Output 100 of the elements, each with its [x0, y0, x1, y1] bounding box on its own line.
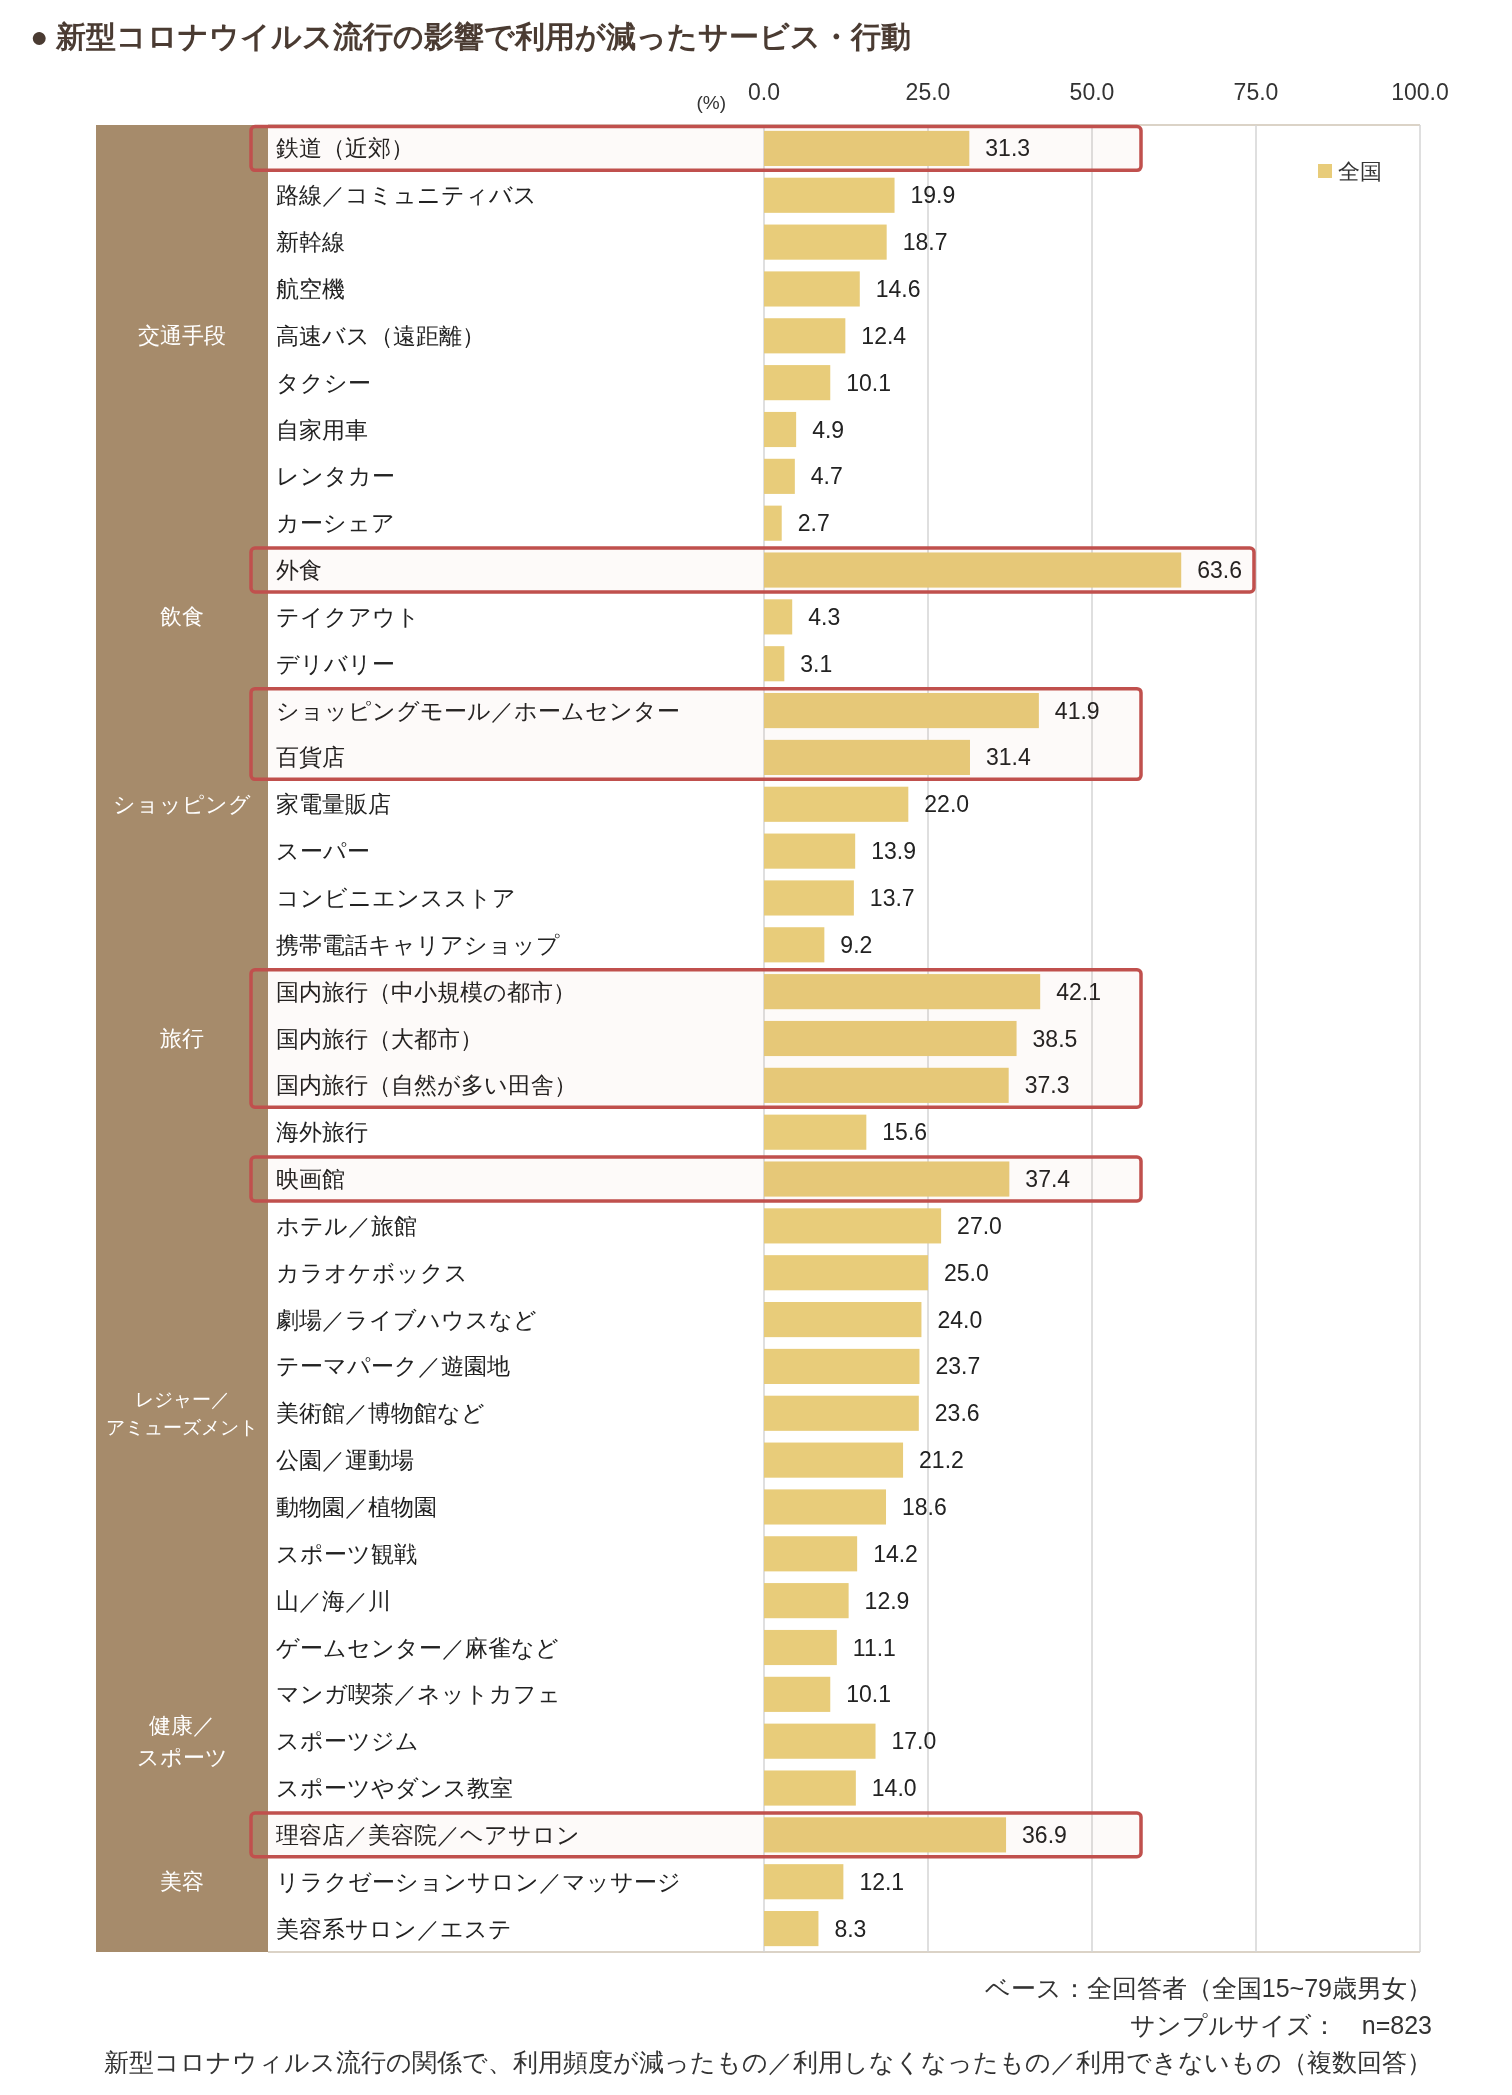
- data-label: 10.1: [846, 1681, 892, 1708]
- bar: [764, 177, 895, 213]
- y-tick-label: 新幹線: [276, 229, 345, 256]
- bar: [764, 1442, 904, 1478]
- bar: [764, 224, 887, 260]
- data-label: 37.3: [1024, 1072, 1070, 1099]
- bar: [764, 318, 846, 354]
- bar: [764, 1583, 849, 1619]
- data-label: 37.4: [1025, 1166, 1071, 1193]
- y-tick-label: スポーツ観戦: [276, 1540, 417, 1567]
- data-label: 14.6: [875, 275, 921, 302]
- bar: [764, 1536, 858, 1572]
- bar: [764, 1770, 856, 1806]
- data-label: 36.9: [1022, 1821, 1067, 1848]
- y-tick-label: テーマパーク／遊園地: [276, 1353, 510, 1380]
- x-tick-label: 100.0: [1391, 79, 1449, 105]
- y-tick-label: 映画館: [276, 1166, 345, 1193]
- data-label: 21.2: [919, 1447, 964, 1474]
- y-tick-label: 国内旅行（自然が多い田舎）: [276, 1072, 577, 1099]
- bar: [764, 1114, 867, 1150]
- y-tick-label: ゲームセンター／麻雀など: [276, 1634, 559, 1661]
- bar: [764, 786, 909, 822]
- y-tick-label: ショッピングモール／ホームセンター: [276, 697, 680, 724]
- bar: [764, 739, 970, 775]
- y-tick-label: 路線／コミュニティバス: [276, 182, 537, 209]
- y-tick-label: 公園／運動場: [276, 1447, 414, 1474]
- bar: [764, 974, 1041, 1010]
- y-tick-label: 国内旅行（中小規模の都市）: [276, 978, 576, 1005]
- y-tick-label: 携帯電話キャリアショップ: [276, 931, 560, 958]
- text: サンプルサイズ： n=823: [1129, 2011, 1432, 2039]
- bar: [764, 1302, 922, 1338]
- data-label: 14.0: [871, 1775, 917, 1802]
- bar: [764, 1255, 928, 1291]
- y-tick-label: 自家用車: [276, 416, 368, 443]
- data-label: 4.7: [810, 463, 843, 490]
- data-label: 4.3: [808, 603, 841, 630]
- y-tick-label: 山／海／川: [276, 1587, 391, 1614]
- data-label: 12.1: [859, 1868, 905, 1895]
- y-tick-label: レンタカー: [276, 463, 395, 490]
- y-tick-label: 百貨店: [276, 744, 345, 771]
- y-tick-label: タクシー: [276, 369, 371, 396]
- data-label: 41.9: [1054, 697, 1100, 724]
- y-tick-label: スポーツジム: [276, 1728, 419, 1755]
- x-tick-label: 25.0: [905, 79, 951, 105]
- data-label: 2.7: [797, 510, 830, 537]
- data-label: 38.5: [1032, 1025, 1078, 1052]
- data-label: 23.6: [934, 1400, 980, 1427]
- data-label: 8.3: [834, 1915, 867, 1942]
- bar: [764, 693, 1039, 729]
- y-tick-label: 航空機: [276, 275, 345, 302]
- y-tick-label: 高速バス（遠距離）: [276, 322, 485, 349]
- y2-tick-label: 交通手段: [138, 323, 226, 349]
- bar: [764, 411, 797, 448]
- data-label: 13.7: [869, 884, 915, 911]
- bar: [764, 1161, 1010, 1197]
- y2-tick-label: レジャー／アミューズメント: [106, 1389, 258, 1438]
- bar: [764, 1676, 831, 1712]
- bar: [764, 505, 782, 541]
- bar: [764, 1395, 919, 1431]
- bar: [764, 1489, 887, 1525]
- y-tick-label: デリバリー: [276, 650, 395, 677]
- y-tick-label: 外食: [276, 557, 322, 584]
- data-label: 13.9: [871, 838, 916, 865]
- bar: [764, 833, 856, 869]
- bar: [764, 130, 970, 166]
- data-label: 23.7: [935, 1353, 981, 1380]
- y-tick-label: 鉄道（近郊）: [276, 135, 414, 162]
- y2-tick-label: 飲食: [160, 604, 204, 630]
- data-label: 25.0: [944, 1259, 989, 1286]
- data-label: 4.9: [812, 416, 845, 443]
- data-label: 18.7: [902, 229, 948, 256]
- data-label: 12.9: [864, 1587, 910, 1614]
- y-tick-label: マンガ喫茶／ネットカフェ: [276, 1681, 561, 1708]
- bar: [764, 1067, 1009, 1103]
- bar: [764, 1864, 844, 1900]
- text: 新型コロナウィルス流行の関係で、利用頻度が減ったもの／利用しなくなったもの／利用できないもの（複数回答）: [104, 2048, 1432, 2076]
- bar: [764, 880, 854, 916]
- y-tick-label: 海外旅行: [276, 1119, 368, 1146]
- bar: [764, 271, 860, 307]
- y2-tick-label: 旅行: [160, 1026, 204, 1051]
- y-tick-label: テイクアウト: [276, 603, 420, 630]
- bar: [764, 1208, 942, 1244]
- data-label: 31.4: [985, 744, 1031, 771]
- data-label: 14.2: [873, 1540, 918, 1567]
- data-label: 11.1: [852, 1634, 896, 1661]
- bar: [764, 646, 785, 682]
- y-tick-label: 美術館／博物館など: [276, 1400, 485, 1427]
- data-label: 42.1: [1056, 978, 1101, 1005]
- y-tick-label: スーパー: [276, 838, 370, 865]
- data-label: 27.0: [957, 1212, 1002, 1239]
- x-axis-title: (%): [696, 91, 726, 113]
- data-label: 31.3: [985, 135, 1031, 162]
- bar: [764, 1817, 1007, 1853]
- data-label: 19.9: [910, 182, 956, 209]
- text: ベース：全回答者（全国15~79歳男女）: [984, 1974, 1432, 2002]
- y2-tick-label: 健康／スポーツ: [136, 1712, 228, 1770]
- bar: [764, 1629, 837, 1666]
- y-tick-label: リラクゼーションサロン／マッサージ: [276, 1868, 681, 1895]
- data-label: 3.1: [800, 650, 833, 677]
- y-tick-label: 理容店／美容院／ヘアサロン: [276, 1821, 580, 1848]
